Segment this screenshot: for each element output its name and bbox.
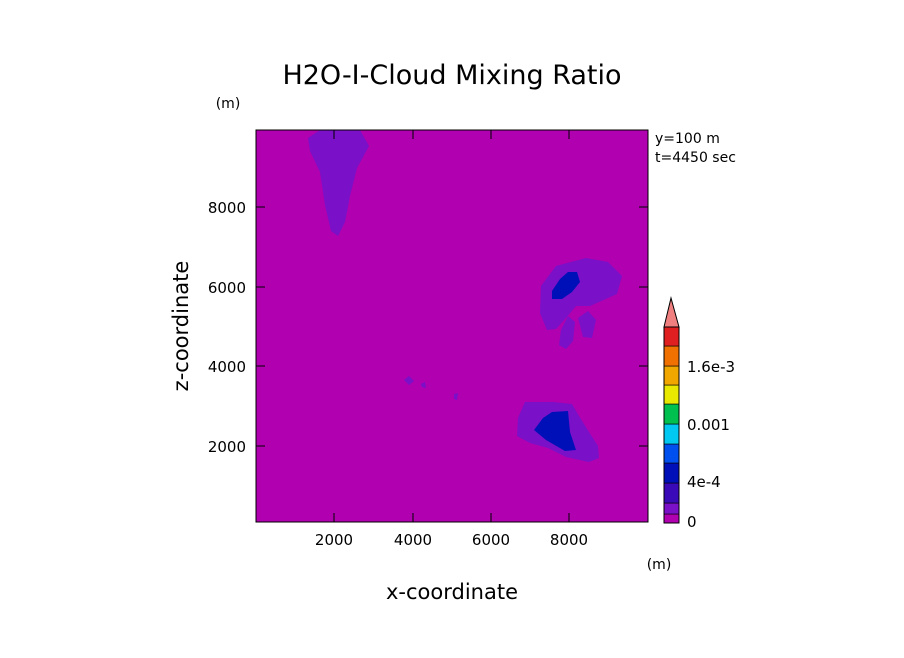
x-unit-label: (m): [647, 557, 672, 573]
y-tick-label-8000: 8000: [208, 199, 246, 217]
y-tick-label-6000: 6000: [208, 279, 246, 297]
x-tick-label-4000: 4000: [394, 531, 432, 549]
contour-cloud-mid-outer: [540, 258, 622, 330]
colorbar-label-0.001: 0.001: [687, 416, 730, 434]
contour-cloud-mid-lobe2: [578, 311, 596, 338]
annotation-t: t=4450 sec: [655, 150, 736, 166]
x-tick-label-6000: 6000: [472, 531, 510, 549]
y-tick-label-2000: 2000: [208, 438, 246, 456]
colorbar-segment: [663, 384, 680, 405]
plot-area: [255, 129, 649, 523]
colorbar-segment: [663, 462, 680, 484]
contour-plume-top: [308, 130, 369, 236]
colorbar-segments: [663, 326, 680, 524]
y-axis: 2000 4000 6000 8000: [208, 199, 648, 456]
colorbar-segment: [663, 345, 680, 367]
chart-title: H2O-I-Cloud Mixing Ratio: [282, 60, 621, 91]
colorbar-extend-arrow: [663, 296, 680, 328]
colorbar-segment: [663, 502, 680, 515]
contour-cloud-mid-core: [552, 272, 580, 299]
contour-cloud-low-core: [534, 411, 576, 451]
y-unit-label: (m): [216, 96, 241, 112]
colorbar-segment: [663, 326, 680, 347]
colorbar-segment: [663, 482, 680, 504]
contour-speck-2: [421, 382, 426, 388]
colorbar-segment: [663, 403, 680, 425]
colorbar-segment: [663, 365, 680, 386]
y-axis-label: z-coordinate: [169, 261, 193, 392]
plot-frame: [255, 129, 649, 523]
x-axis: 2000 4000 6000 8000: [315, 130, 588, 549]
colorbar-segment: [663, 443, 680, 464]
contour-speck-3: [454, 393, 458, 400]
colorbar: 1.6e-3 0.001 4e-4 0: [663, 296, 735, 531]
contour-speck-1: [404, 376, 414, 385]
colorbar-label-0: 0: [687, 513, 697, 531]
annotation-y: y=100 m: [655, 131, 720, 147]
colorbar-segment: [663, 423, 680, 445]
colorbar-label-1.6e-3: 1.6e-3: [687, 358, 735, 376]
colorbar-frame: [663, 326, 680, 524]
contour-cloud-mid-lobe1: [559, 316, 575, 349]
y-tick-label-4000: 4000: [208, 358, 246, 376]
colorbar-label-4e-4: 4e-4: [687, 473, 721, 491]
x-tick-label-8000: 8000: [550, 531, 588, 549]
colorbar-segment: [663, 513, 680, 524]
x-tick-label-2000: 2000: [315, 531, 353, 549]
x-axis-label: x-coordinate: [386, 580, 518, 604]
